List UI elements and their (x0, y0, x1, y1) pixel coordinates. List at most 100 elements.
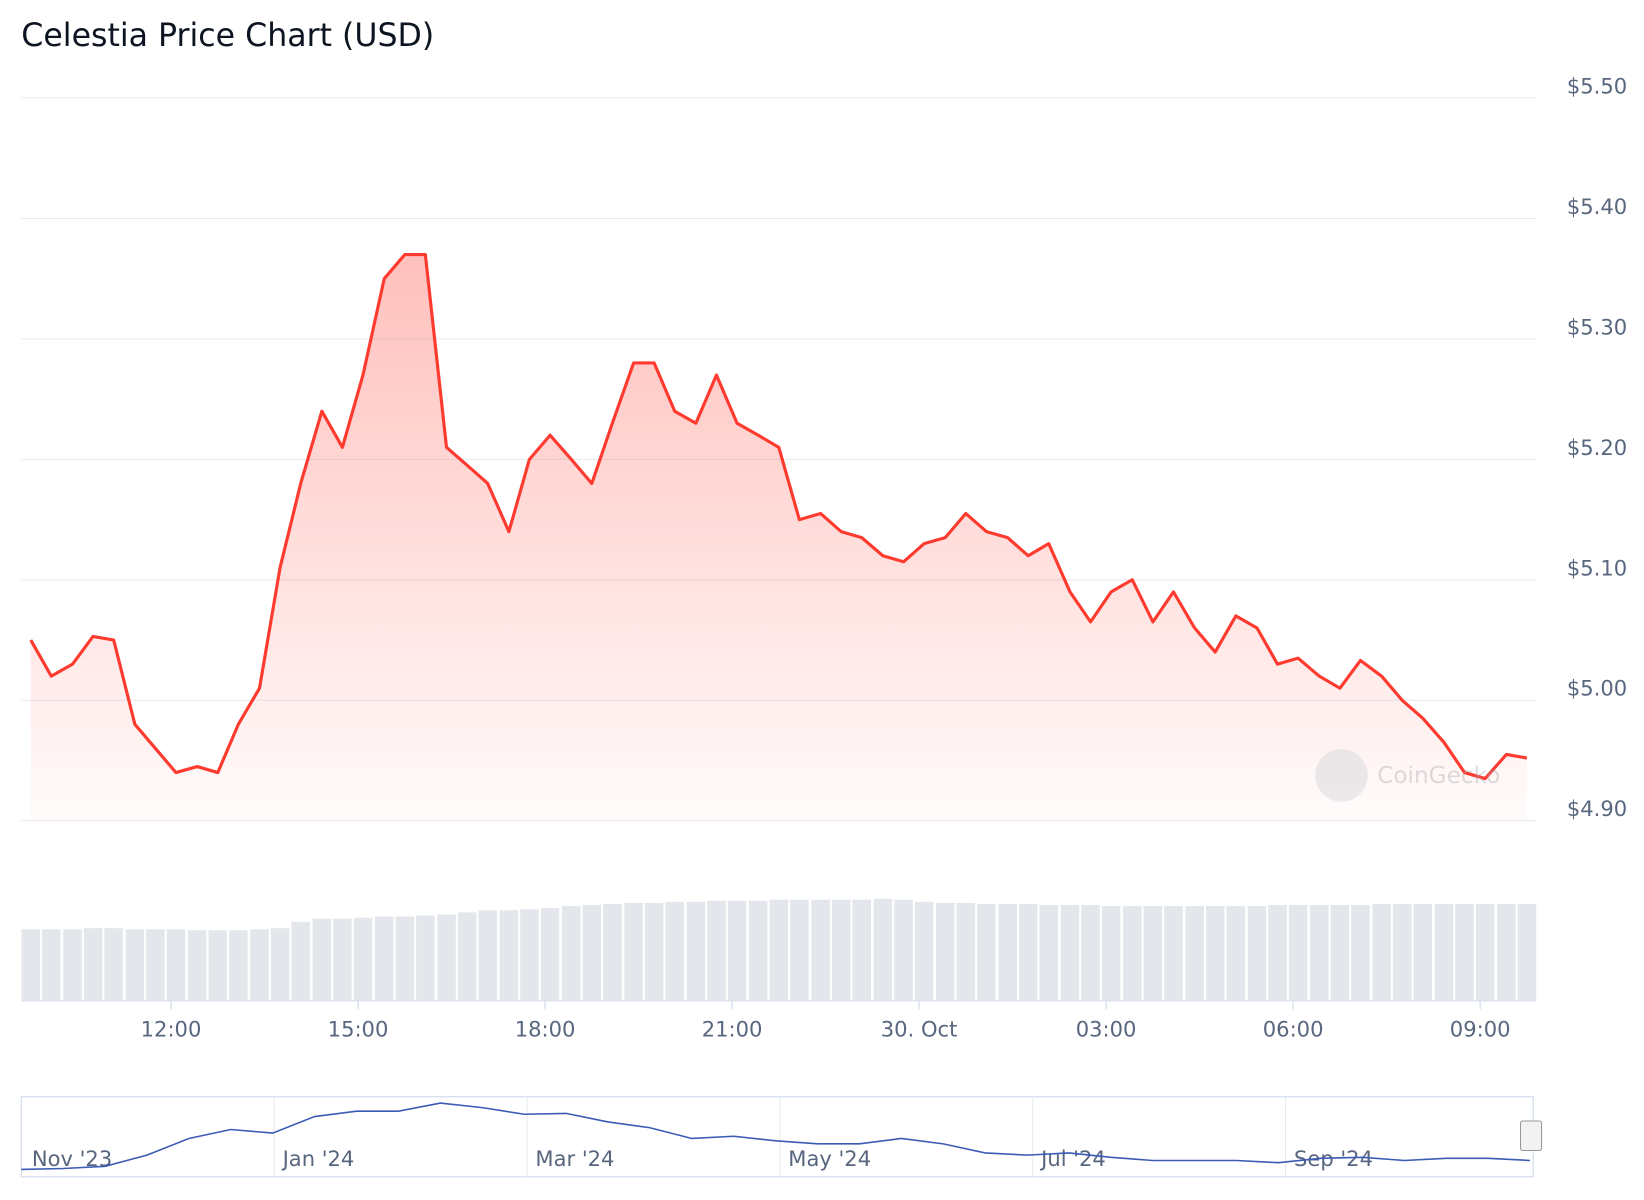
volume-bar (1268, 905, 1287, 1001)
volume-bar (707, 900, 726, 1001)
volume-bar (540, 908, 560, 1001)
volume-bar (727, 900, 747, 1001)
volume-bar (270, 928, 290, 1001)
volume-bar (582, 905, 602, 1001)
volume-bar (395, 916, 415, 1001)
volume-bar (644, 902, 664, 1001)
volume-bar (250, 929, 269, 1001)
x-tick-label: 30. Oct (881, 1016, 958, 1041)
x-tick-label: 03:00 (1076, 1016, 1137, 1041)
volume-bar (831, 899, 851, 1001)
y-tick-label: $5.50 (1567, 73, 1627, 98)
volume-bar (437, 914, 456, 1001)
volume-bar (1101, 906, 1121, 1001)
volume-bar (63, 929, 82, 1001)
y-tick-label: $4.90 (1567, 796, 1627, 821)
watermark-logo (1315, 749, 1368, 802)
volume-bar (1060, 905, 1080, 1001)
x-tick-label: 21:00 (702, 1016, 763, 1041)
volume-bar (1434, 903, 1454, 1001)
y-tick-label: $5.30 (1567, 314, 1627, 339)
volume-bar (603, 903, 622, 1001)
navigator-handle[interactable] (1519, 1120, 1543, 1152)
price-area (30, 254, 1527, 821)
volume-bar (1205, 906, 1225, 1001)
volume-bar (1247, 906, 1267, 1001)
volume-bar (1123, 906, 1142, 1001)
volume-bar (291, 921, 310, 1001)
volume-bar (374, 916, 394, 1001)
volume-bar (852, 899, 871, 1001)
x-tick-label: 09:00 (1450, 1016, 1511, 1041)
navigator-label: Mar '24 (535, 1146, 614, 1171)
y-tick-label: $5.20 (1567, 435, 1627, 460)
watermark-text: CoinGecko (1377, 762, 1500, 789)
price-line (29, 252, 1528, 781)
volume-bar (769, 899, 789, 1001)
volume-bar (1330, 905, 1350, 1001)
volume-bar (1039, 905, 1059, 1001)
volume-bar (1143, 906, 1163, 1001)
volume-bar (998, 903, 1017, 1001)
y-tick-label: $5.40 (1567, 194, 1627, 219)
volume-bar (1392, 903, 1412, 1001)
volume-bar (1164, 906, 1183, 1001)
volume-bar (894, 899, 913, 1001)
volume-bar (146, 929, 165, 1001)
volume-bar (229, 930, 248, 1001)
volume-bar (1310, 905, 1329, 1001)
volume-bar (520, 909, 539, 1001)
volume-bar (312, 918, 332, 1001)
volume-bar (1018, 903, 1038, 1001)
volume-bar (977, 903, 996, 1001)
x-tick-label: 15:00 (328, 1016, 389, 1041)
volume-bar (187, 930, 207, 1001)
volume-bar (83, 928, 103, 1001)
volume-bar (42, 929, 61, 1001)
volume-bar (1517, 903, 1537, 1001)
volume-bar (499, 910, 519, 1001)
volume-bar (416, 915, 435, 1001)
volume-bar (1185, 906, 1204, 1001)
volume-bar (1081, 905, 1100, 1001)
volume-bar (1372, 903, 1391, 1001)
volume-bar (1226, 906, 1246, 1001)
volume-bar (790, 899, 809, 1001)
watermark: CoinGecko (1315, 749, 1500, 802)
volume-bar (125, 929, 145, 1001)
navigator-label: Jul '24 (1039, 1146, 1106, 1171)
volume-bar (166, 929, 186, 1001)
volume-bar (1413, 903, 1433, 1001)
volume-bar (208, 930, 228, 1001)
volume-bar (748, 900, 768, 1001)
volume-bar (811, 899, 830, 1001)
volume-bar (624, 902, 643, 1001)
plot: $4.90 $5.00 $5.10 $5.20 $5.30 $5.40 $5.50 12:00… (21, 73, 1627, 1041)
volume-bar (936, 902, 955, 1001)
volume-bar (1288, 905, 1308, 1001)
volume-bar (1351, 905, 1370, 1001)
x-tick-label: 06:00 (1263, 1016, 1324, 1041)
volume-bar (665, 901, 684, 1001)
volume-bar (353, 917, 373, 1001)
y-tick-label: $5.00 (1567, 676, 1627, 701)
volume-bar (1455, 903, 1474, 1001)
navigator-label: Jan '24 (281, 1146, 355, 1171)
volume-bar (686, 901, 706, 1001)
volume-bar (457, 912, 477, 1001)
volume-bar (561, 906, 581, 1001)
navigator-label: May '24 (788, 1146, 871, 1171)
volume-bar (914, 901, 934, 1001)
x-tick-label: 12:00 (141, 1016, 202, 1041)
x-tick-label: 18:00 (515, 1016, 576, 1041)
volume-bar (873, 898, 893, 1001)
volume-bar (21, 929, 40, 1001)
volume-bar (1475, 903, 1495, 1001)
volume-bar (1497, 903, 1516, 1001)
volume-bar (956, 902, 976, 1001)
navigator-line (21, 1102, 1531, 1171)
y-tick-label: $5.10 (1567, 555, 1627, 580)
volume-bar (333, 918, 352, 1001)
